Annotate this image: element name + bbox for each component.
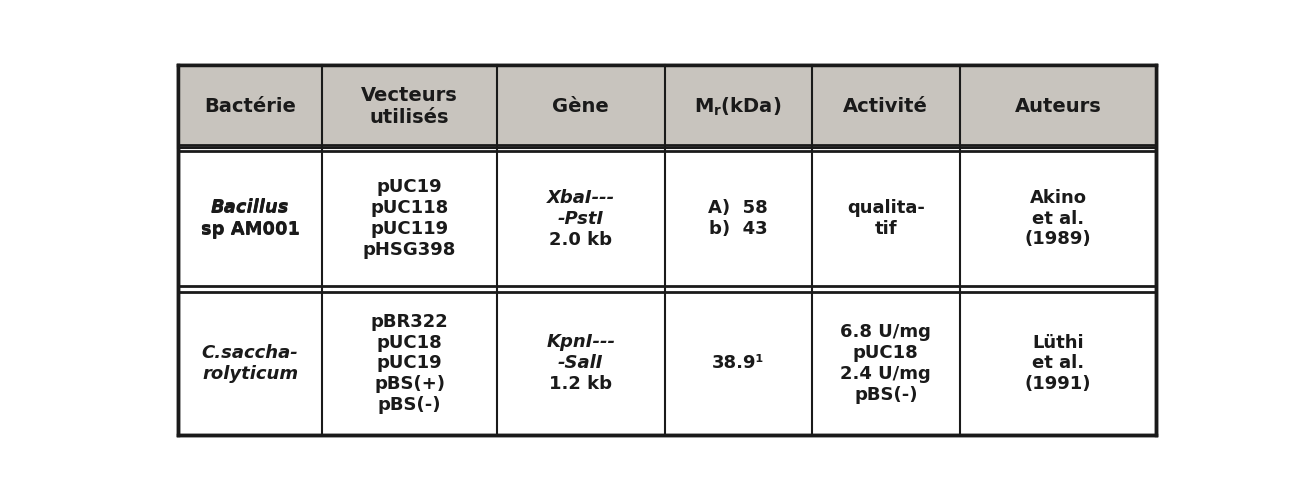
Text: Gène: Gène [553,97,609,116]
Text: Bacillus: Bacillus [211,198,289,216]
Text: 38.9¹: 38.9¹ [712,354,765,372]
Text: qualita-
tif: qualita- tif [847,199,925,238]
Text: A)  58
b)  43: A) 58 b) 43 [708,199,768,238]
Text: sp AM001: sp AM001 [200,220,299,238]
Bar [178,65,1155,148]
Text: 1.2 kb: 1.2 kb [549,375,613,394]
Text: sp AM001: sp AM001 [200,221,299,240]
Text: Lüthi
et al.
(1991): Lüthi et al. (1991) [1025,334,1092,393]
Text: KpnI---: KpnI--- [546,333,615,351]
Text: Activité: Activité [843,97,929,116]
Text: 6.8 U/mg
pUC18
2.4 U/mg
pBS(-): 6.8 U/mg pUC18 2.4 U/mg pBS(-) [840,323,932,403]
Text: -SalI: -SalI [558,354,604,372]
Text: pUC19
pUC118
pUC119
pHSG398: pUC19 pUC118 pUC119 pHSG398 [363,178,457,259]
Text: XbaI---: XbaI--- [546,189,615,206]
Text: Auteurs: Auteurs [1015,97,1102,116]
Text: 2.0 kb: 2.0 kb [549,231,613,248]
Text: C.saccha-
rolyticum: C.saccha- rolyticum [202,344,298,383]
Text: Vecteurs
utilisés: Vecteurs utilisés [362,86,458,127]
Text: -PstI: -PstI [558,209,604,228]
Text: Bacillus: Bacillus [211,199,289,217]
Text: $\mathbf{M_r}$(kDa): $\mathbf{M_r}$(kDa) [695,96,782,118]
Text: Akino
et al.
(1989): Akino et al. (1989) [1025,189,1092,248]
Text: Bactérie: Bactérie [204,97,297,116]
Text: pBR322
pUC18
pUC19
pBS(+)
pBS(-): pBR322 pUC18 pUC19 pBS(+) pBS(-) [371,313,449,414]
